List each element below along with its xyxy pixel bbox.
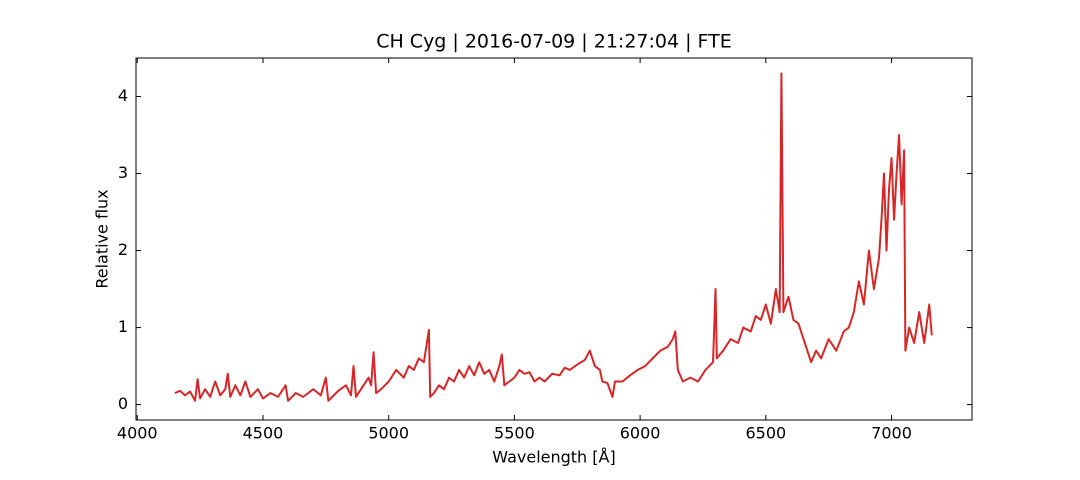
y-tick-label: 4 [118,86,128,105]
y-tick-label: 3 [118,163,128,182]
x-tick-label: 4000 [117,424,158,443]
x-tick-label: 5500 [494,424,535,443]
x-tick-label: 5000 [368,424,409,443]
spectrum-line [174,72,933,402]
y-axis-label: Relative flux [93,189,112,288]
plot-frame [135,57,973,421]
y-tick-label: 1 [118,317,128,336]
x-tick-label: 6500 [745,424,786,443]
y-tick-label: 0 [118,394,128,413]
x-tick-label: 7000 [871,424,912,443]
x-tick-label: 6000 [620,424,661,443]
x-axis-label: Wavelength [Å] [492,448,615,467]
y-tick-label: 2 [118,240,128,259]
chart-title: CH Cyg | 2016-07-09 | 21:27:04 | FTE [376,31,732,53]
x-tick-label: 4500 [243,424,284,443]
